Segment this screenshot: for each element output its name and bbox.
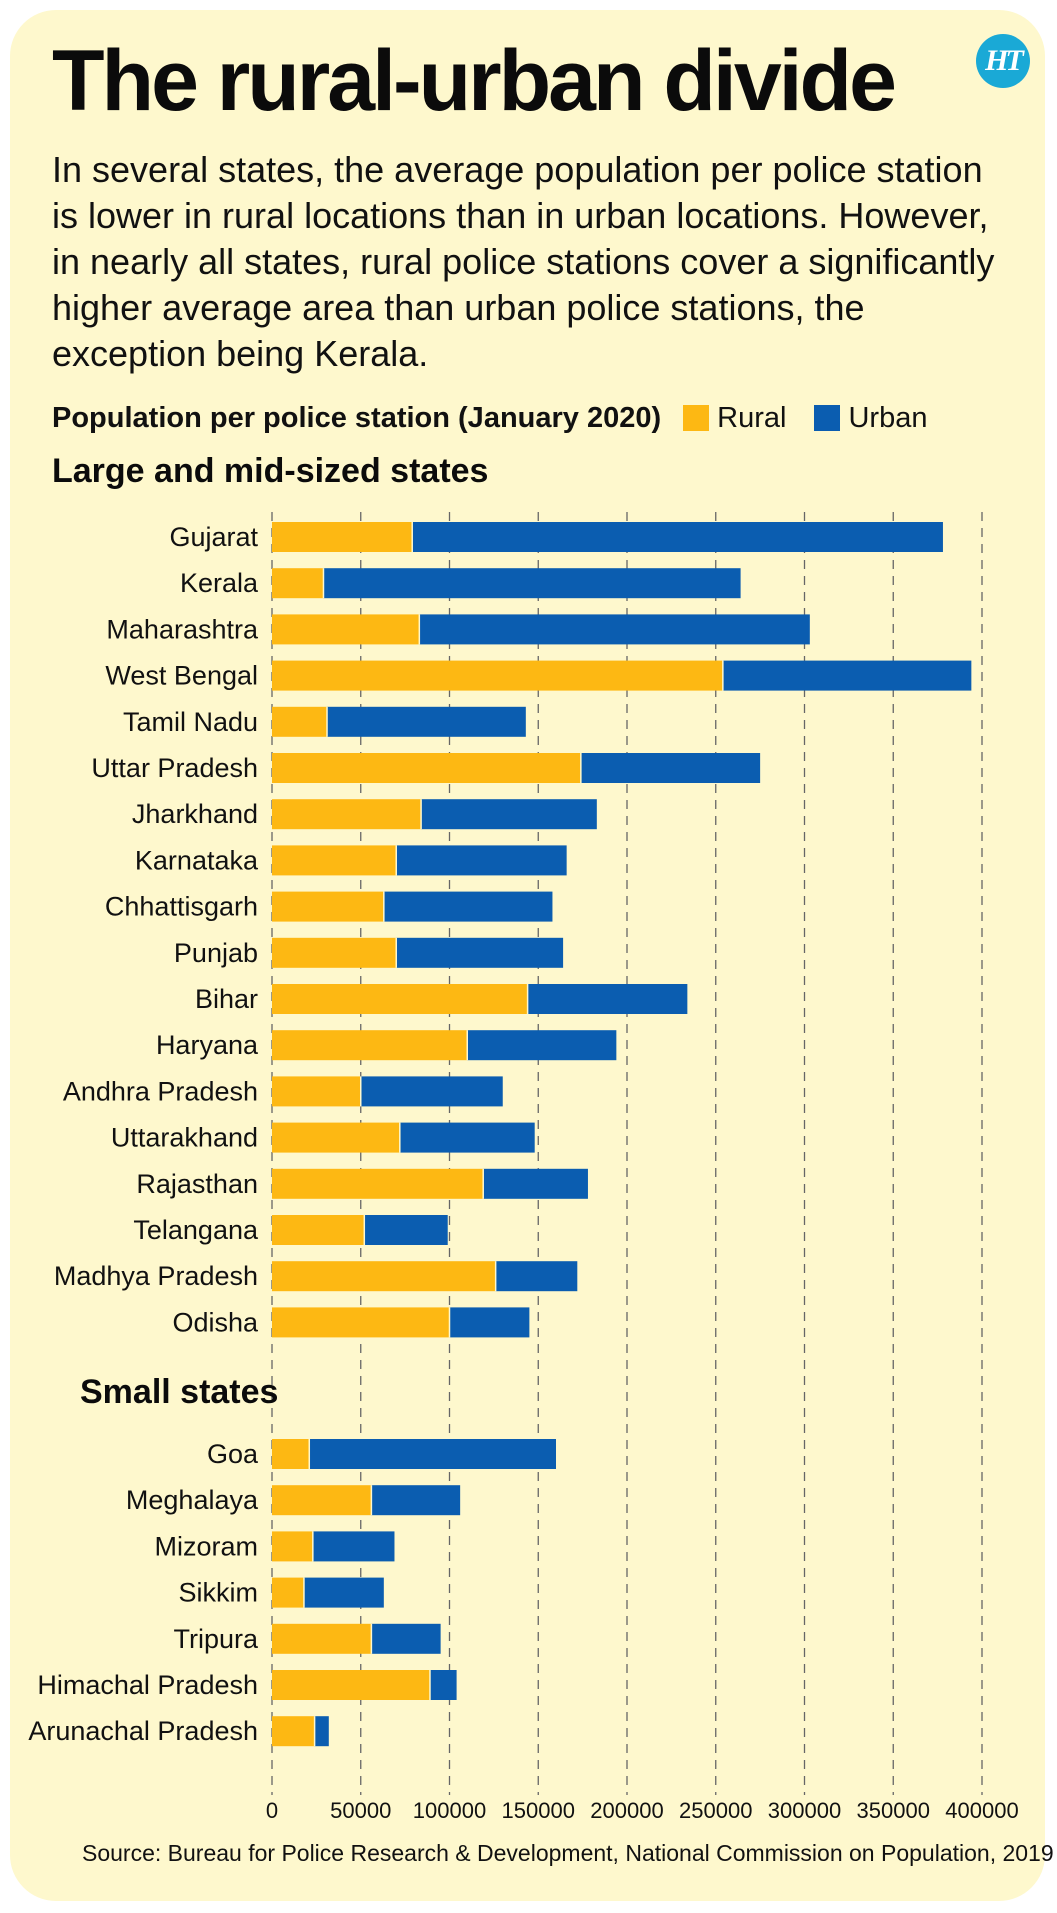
- category-label: Maharashtra: [106, 614, 259, 644]
- category-label: Tripura: [173, 1624, 259, 1654]
- category-label: West Bengal: [105, 661, 258, 691]
- bar-urban: [327, 706, 526, 737]
- intro-text: In several states, the average populatio…: [52, 149, 995, 374]
- legend: Population per police station (January 2…: [52, 398, 955, 438]
- bar-urban: [527, 984, 688, 1014]
- bar-rural: [272, 1122, 400, 1153]
- bar-rural: [272, 568, 324, 599]
- bar-urban: [396, 937, 564, 968]
- category-label: Arunachal Pradesh: [28, 1716, 258, 1746]
- category-label: Uttar Pradesh: [91, 753, 258, 783]
- legend-item-rural: Rural: [683, 402, 786, 435]
- bar-urban: [396, 845, 567, 876]
- bar-rural: [272, 1531, 313, 1562]
- bar-rural: [272, 753, 581, 783]
- bar-rural: [272, 1215, 365, 1245]
- legend-swatch-urban: [814, 405, 841, 431]
- legend-swatch-rural: [683, 405, 710, 431]
- bar-rural: [272, 1076, 361, 1107]
- bar-urban: [371, 1485, 461, 1516]
- bar-urban: [580, 753, 761, 783]
- category-label: Gujarat: [169, 522, 258, 552]
- legend-title: Population per police station (January 2…: [52, 401, 662, 434]
- category-label: Jharkhand: [132, 799, 258, 829]
- category-label: Himachal Pradesh: [37, 1670, 258, 1700]
- bar-urban: [323, 568, 741, 599]
- bar-urban: [421, 799, 597, 830]
- category-label: Telangana: [133, 1215, 259, 1245]
- bar-urban: [419, 614, 810, 645]
- bar-rural: [272, 1261, 496, 1292]
- bar-urban: [429, 1670, 457, 1700]
- bar-rural: [272, 891, 384, 922]
- x-tick-label: 100000: [413, 1798, 486, 1823]
- category-label: Uttarakhand: [111, 1123, 258, 1153]
- ht-logo: HT: [976, 34, 1030, 88]
- category-label: Chhattisgarh: [105, 892, 258, 922]
- x-tick-label: 250000: [679, 1798, 752, 1823]
- bar-rural: [272, 1485, 372, 1516]
- category-label: Punjab: [174, 938, 258, 968]
- bar-urban: [483, 1168, 588, 1199]
- bar-urban: [412, 522, 943, 552]
- bar-rural: [272, 614, 420, 645]
- bar-urban: [722, 660, 972, 691]
- category-label: Kerala: [180, 568, 259, 598]
- x-tick-label: 150000: [502, 1798, 575, 1823]
- bar-rural: [272, 1439, 310, 1469]
- category-label: Tamil Nadu: [123, 707, 258, 737]
- category-label: Mizoram: [154, 1531, 258, 1561]
- x-tick-label: 200000: [590, 1798, 663, 1823]
- bar-urban: [399, 1122, 535, 1153]
- x-tick-label: 300000: [768, 1798, 841, 1823]
- bar-urban: [449, 1307, 530, 1338]
- bar-rural: [272, 1716, 315, 1747]
- category-label: Madhya Pradesh: [54, 1261, 258, 1291]
- category-label: Goa: [207, 1439, 259, 1469]
- bar-rural: [272, 1623, 372, 1654]
- chart-title: The rural-urban divide: [52, 33, 897, 129]
- bar-rural: [272, 1307, 450, 1338]
- x-tick-label: 50000: [330, 1798, 391, 1823]
- section-title: Small states: [80, 1373, 278, 1411]
- bar-rural: [272, 845, 397, 876]
- bar-rural: [272, 660, 723, 691]
- bar-rural: [272, 1168, 484, 1199]
- category-label: Meghalaya: [126, 1485, 259, 1515]
- category-label: Sikkim: [179, 1578, 259, 1608]
- x-tick-label: 400000: [945, 1798, 1018, 1823]
- bar-rural: [272, 706, 328, 737]
- bar-urban: [467, 1030, 617, 1061]
- category-label: Karnataka: [135, 845, 259, 875]
- bar-urban: [360, 1076, 503, 1107]
- bar-urban: [495, 1261, 578, 1292]
- legend-item-urban: Urban: [814, 402, 927, 435]
- legend-label-urban: Urban: [848, 401, 928, 434]
- category-label: Bihar: [195, 984, 258, 1014]
- legend-label-rural: Rural: [717, 401, 787, 434]
- bar-rural: [272, 1577, 304, 1608]
- bar-urban: [364, 1215, 448, 1245]
- x-tick-label: 350000: [857, 1798, 930, 1823]
- bar-rural: [272, 1030, 468, 1061]
- bar-rural: [272, 1670, 430, 1700]
- bar-rural: [272, 799, 422, 830]
- category-label: Rajasthan: [136, 1169, 258, 1199]
- section-title: Large and mid-sized states: [52, 452, 488, 490]
- x-tick-label: 0: [266, 1798, 278, 1823]
- bar-urban: [303, 1577, 384, 1608]
- source-note: Source: Bureau for Police Research & Dev…: [82, 1840, 1054, 1866]
- bar-urban: [314, 1716, 329, 1747]
- category-label: Andhra Pradesh: [63, 1076, 258, 1106]
- bar-urban: [383, 891, 553, 922]
- bar-rural: [272, 984, 528, 1014]
- category-label: Odisha: [172, 1307, 259, 1337]
- bar-rural: [272, 937, 397, 968]
- bar-urban: [309, 1439, 556, 1469]
- category-label: Haryana: [156, 1030, 259, 1060]
- bar-rural: [272, 522, 413, 552]
- bar-urban: [312, 1531, 395, 1562]
- bar-urban: [371, 1623, 441, 1654]
